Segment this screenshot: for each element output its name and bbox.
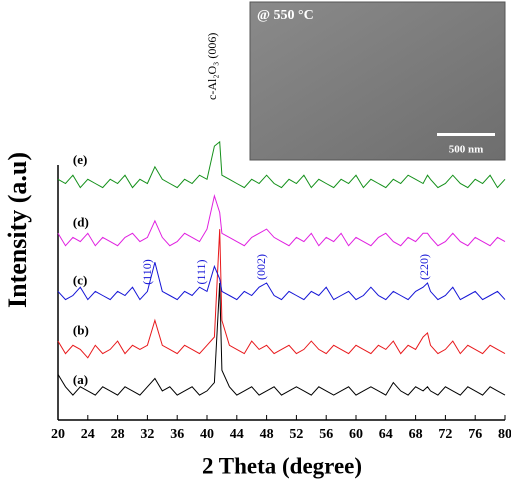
series-line (57, 262, 506, 301)
peak-annotation: c-Al₂O₃ (006) (205, 33, 219, 100)
plot-area: 20 24 28 32 36 40 44 48 52 56 60 64 68 72 76 80 (a) (b) (c… (51, 140, 511, 442)
series-line (57, 282, 506, 396)
x-tick-label: 32 (140, 427, 154, 442)
series-label: (a) (73, 372, 88, 387)
x-tick-label: 28 (111, 427, 125, 442)
series-label: (d) (73, 214, 89, 229)
series-label: (e) (73, 152, 87, 167)
scale-bar-label: 500 nm (449, 144, 484, 156)
sem-image (249, 1, 506, 161)
sem-inset: @ 550 °C 500 nm (249, 1, 506, 161)
x-tick-label: 64 (379, 427, 393, 442)
peak-annotation: (002) (254, 254, 268, 280)
x-tick-label: 76 (468, 427, 482, 442)
y-axis-label: Intensity (a.u) (3, 152, 32, 308)
peak-annotation: (220) (417, 254, 431, 280)
inset-label: @ 550 °C (257, 8, 314, 23)
x-tick-label: 80 (498, 427, 511, 442)
x-tick-label: 72 (438, 427, 452, 442)
scale-bar (437, 133, 495, 136)
peak-annotation: (111) (194, 259, 208, 284)
x-axis-label: 2 Theta (degree) (202, 453, 362, 478)
x-tick-label: 24 (81, 427, 95, 442)
x-tick-label: 20 (51, 427, 65, 442)
series-label: (b) (73, 322, 89, 337)
series-label: (c) (73, 272, 87, 287)
x-tick-label: 52 (289, 427, 303, 442)
series-line (57, 140, 506, 189)
x-tick-label: 48 (260, 427, 274, 442)
x-tick-label: 36 (170, 427, 184, 442)
series-line (57, 229, 506, 359)
x-tick-label: 68 (409, 427, 423, 442)
x-tick-label: 44 (230, 427, 244, 442)
peak-annotation: (110) (140, 259, 154, 285)
series-line (57, 193, 506, 247)
x-tick-label: 60 (349, 427, 363, 442)
x-tick-label: 40 (200, 427, 214, 442)
x-tick-label: 56 (319, 427, 333, 442)
